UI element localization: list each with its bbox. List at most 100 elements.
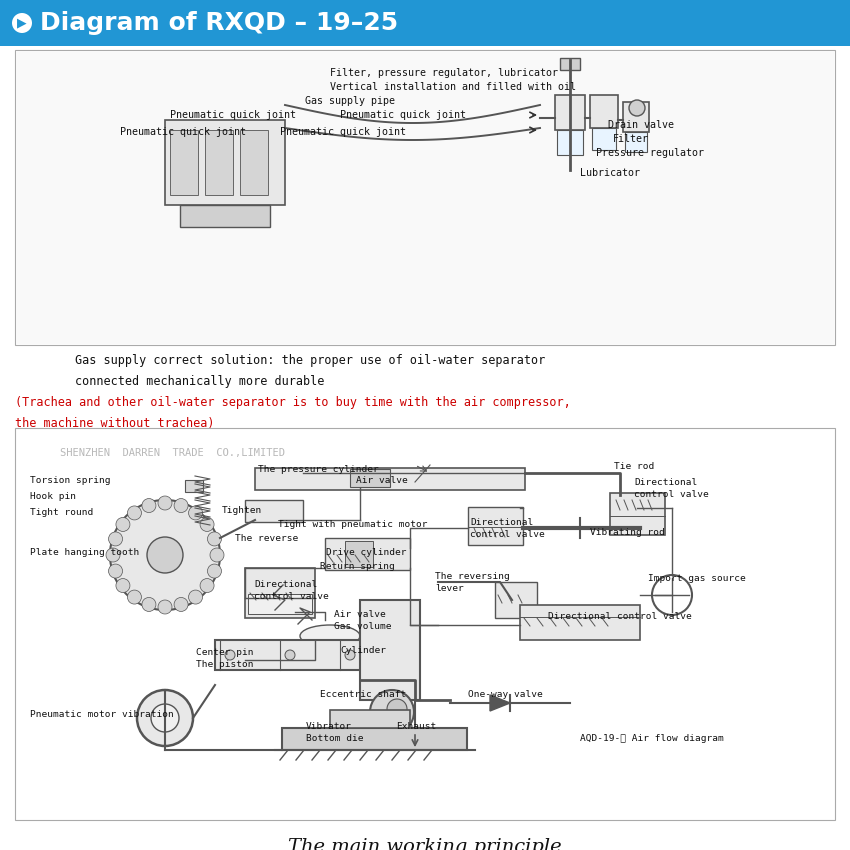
- Circle shape: [207, 532, 222, 546]
- Text: Air valve: Air valve: [334, 610, 386, 619]
- Text: control valve: control valve: [634, 490, 709, 499]
- Text: Drain valve: Drain valve: [608, 120, 674, 130]
- Circle shape: [151, 704, 179, 732]
- Bar: [16, 51, 834, 344]
- Text: Tight round: Tight round: [30, 508, 94, 517]
- Bar: [15, 428, 835, 820]
- Circle shape: [207, 564, 222, 578]
- Bar: [255, 468, 525, 490]
- Text: Tie rod: Tie rod: [614, 462, 654, 471]
- Text: The reverse: The reverse: [235, 534, 298, 543]
- Polygon shape: [490, 695, 510, 711]
- Text: Directional: Directional: [470, 518, 533, 527]
- Text: (Trachea and other oil-water separator is to buy time with the air compressor,: (Trachea and other oil-water separator i…: [15, 396, 570, 409]
- Text: Plate hanging tooth: Plate hanging tooth: [30, 548, 139, 557]
- Circle shape: [109, 532, 122, 546]
- Text: Cylinder: Cylinder: [340, 646, 386, 655]
- Circle shape: [345, 650, 355, 660]
- Bar: [560, 58, 580, 70]
- Bar: [245, 568, 315, 618]
- Bar: [625, 132, 647, 152]
- Circle shape: [629, 100, 645, 116]
- Bar: [592, 128, 616, 150]
- Text: Eccentric shaft: Eccentric shaft: [320, 690, 406, 699]
- Text: the machine without trachea): the machine without trachea): [15, 417, 214, 430]
- Bar: [240, 130, 268, 195]
- Text: Vibrator: Vibrator: [306, 722, 352, 731]
- Bar: [555, 95, 585, 130]
- Bar: [468, 507, 523, 545]
- Bar: [0, 0, 850, 46]
- Text: Pneumatic quick joint: Pneumatic quick joint: [340, 110, 466, 120]
- Text: Torsion spring: Torsion spring: [30, 476, 110, 485]
- Bar: [623, 102, 649, 132]
- Circle shape: [174, 598, 188, 611]
- Text: Pressure regulator: Pressure regulator: [596, 148, 704, 158]
- Circle shape: [109, 564, 122, 578]
- Circle shape: [200, 518, 214, 531]
- Text: Lubricator: Lubricator: [580, 168, 640, 178]
- Text: connected mechanically more durable: connected mechanically more durable: [75, 375, 325, 388]
- Text: Return spring: Return spring: [320, 562, 394, 571]
- Circle shape: [12, 13, 32, 33]
- Circle shape: [370, 690, 414, 734]
- Text: AQD-19-Ⅲ Air flow diagram: AQD-19-Ⅲ Air flow diagram: [580, 734, 723, 743]
- Text: The piston: The piston: [196, 660, 253, 669]
- Circle shape: [110, 500, 220, 610]
- Bar: [325, 538, 410, 570]
- Text: The reversing: The reversing: [435, 572, 510, 581]
- Circle shape: [652, 575, 692, 615]
- Text: Gas volume: Gas volume: [334, 622, 392, 631]
- Text: control valve: control valve: [470, 530, 545, 539]
- Text: Filter, pressure regulator, lubricator: Filter, pressure regulator, lubricator: [330, 68, 558, 78]
- Text: The main working principle: The main working principle: [288, 838, 562, 850]
- Circle shape: [210, 548, 224, 562]
- Bar: [610, 493, 665, 535]
- Text: Directional: Directional: [634, 478, 697, 487]
- Circle shape: [128, 590, 141, 604]
- Bar: [330, 710, 410, 728]
- Text: Gas supply correct solution: the proper use of oil-water separator: Gas supply correct solution: the proper …: [75, 354, 545, 367]
- Bar: [248, 594, 312, 614]
- Text: Pneumatic motor vibration: Pneumatic motor vibration: [30, 710, 173, 719]
- Bar: [360, 600, 420, 700]
- Text: Air valve: Air valve: [356, 476, 408, 485]
- Circle shape: [116, 579, 130, 592]
- Text: Hook pin: Hook pin: [30, 492, 76, 501]
- Text: Bottom die: Bottom die: [306, 734, 364, 743]
- Text: Pneumatic quick joint: Pneumatic quick joint: [120, 127, 246, 137]
- Circle shape: [285, 650, 295, 660]
- Text: control valve: control valve: [254, 592, 329, 601]
- Bar: [170, 130, 198, 195]
- Circle shape: [147, 537, 183, 573]
- Circle shape: [158, 496, 172, 510]
- Circle shape: [142, 499, 156, 513]
- Text: Diagram of RXQD – 19–25: Diagram of RXQD – 19–25: [40, 11, 398, 35]
- Text: Directional control valve: Directional control valve: [548, 612, 692, 621]
- Circle shape: [142, 598, 156, 611]
- Bar: [180, 205, 270, 227]
- Bar: [185, 480, 203, 492]
- Bar: [590, 95, 618, 128]
- Text: Filter: Filter: [613, 134, 649, 144]
- Circle shape: [189, 590, 202, 604]
- Bar: [282, 728, 467, 750]
- Text: The pressure cylinder: The pressure cylinder: [258, 465, 379, 474]
- Bar: [215, 640, 415, 670]
- Text: Tighten: Tighten: [222, 506, 263, 515]
- Text: One-way valve: One-way valve: [468, 690, 543, 699]
- Circle shape: [137, 690, 193, 746]
- Text: lever: lever: [435, 584, 464, 593]
- Text: Vertical installation and filled with oil: Vertical installation and filled with oi…: [330, 82, 576, 92]
- Text: Pneumatic quick joint: Pneumatic quick joint: [170, 110, 296, 120]
- Circle shape: [200, 579, 214, 592]
- Text: Drive cylinder: Drive cylinder: [326, 548, 406, 557]
- Text: Center pin: Center pin: [196, 648, 253, 657]
- Circle shape: [189, 506, 202, 520]
- Circle shape: [158, 600, 172, 614]
- Circle shape: [174, 499, 188, 513]
- Text: Exhaust: Exhaust: [396, 722, 436, 731]
- Bar: [245, 500, 303, 522]
- Circle shape: [116, 518, 130, 531]
- Text: Tight with pneumatic motor: Tight with pneumatic motor: [278, 520, 428, 529]
